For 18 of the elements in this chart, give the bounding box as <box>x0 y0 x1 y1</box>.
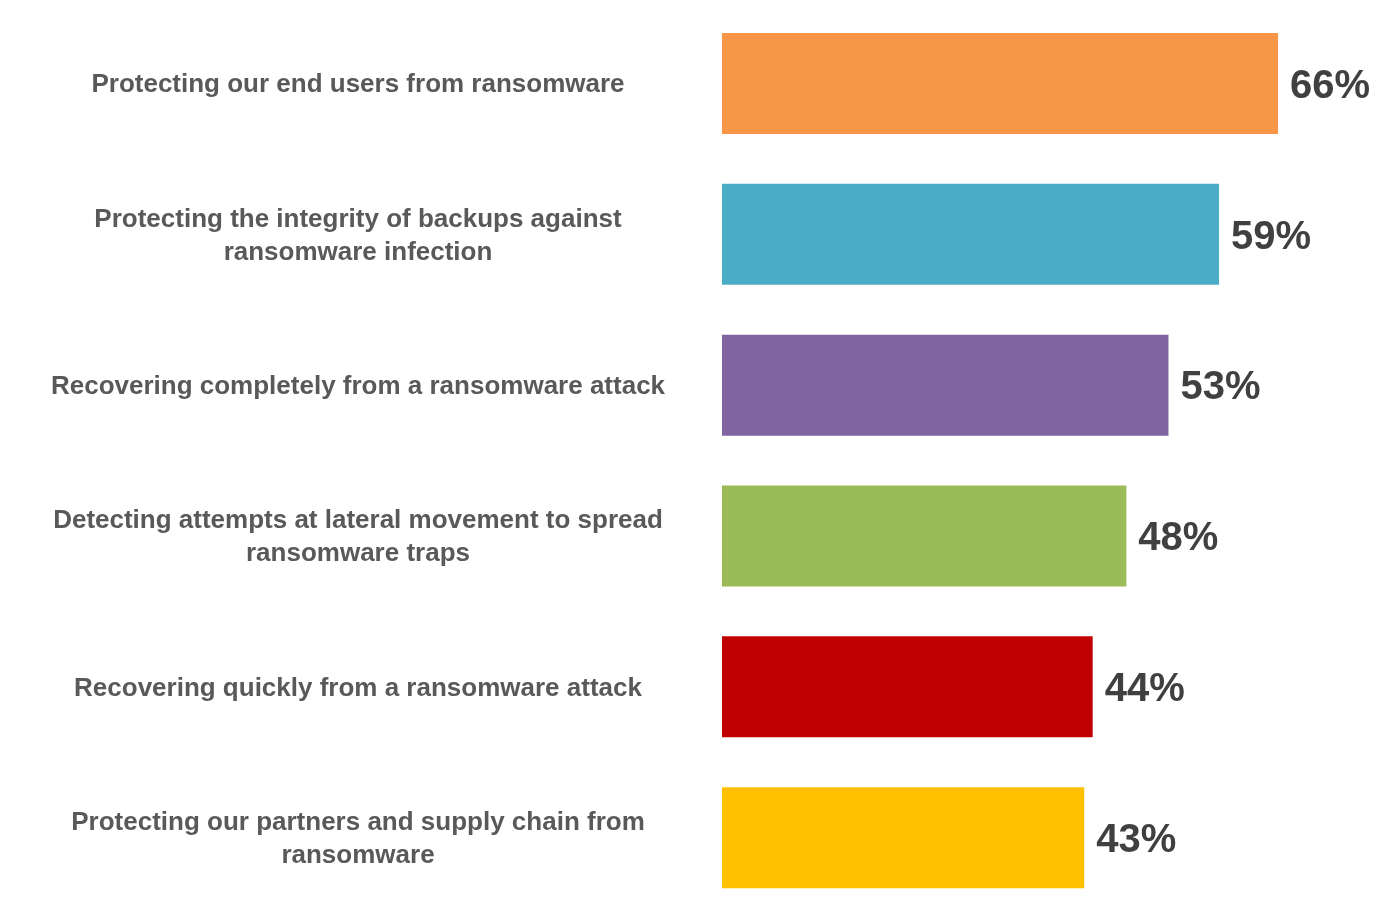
data-label: 43% <box>1096 815 1177 860</box>
y-tick-label: Detecting attempts at lateral movement to spread ransomware traps <box>53 504 663 568</box>
bar <box>722 485 1127 587</box>
y-tick-label: Protecting our partners and supply chain from ransomware <box>71 806 645 870</box>
y-tick-label: Recovering quickly from a ransomware attack <box>74 671 643 702</box>
y-tick-label: Protecting our end users from ransomware <box>91 68 625 99</box>
bar <box>722 334 1169 436</box>
y-tick-label: Protecting the integrity of backups against ransomware infection <box>94 202 622 266</box>
bar <box>722 787 1085 889</box>
y-tick-label: Recovering completely from a ransomware attack <box>50 370 666 401</box>
data-label: 44% <box>1104 665 1185 710</box>
data-label: 48% <box>1138 514 1219 559</box>
bar <box>722 183 1220 285</box>
bar <box>722 636 1093 738</box>
bar <box>722 33 1278 134</box>
data-label: 66% <box>1290 61 1371 106</box>
data-label: 53% <box>1180 363 1261 408</box>
data-label: 59% <box>1231 212 1312 257</box>
